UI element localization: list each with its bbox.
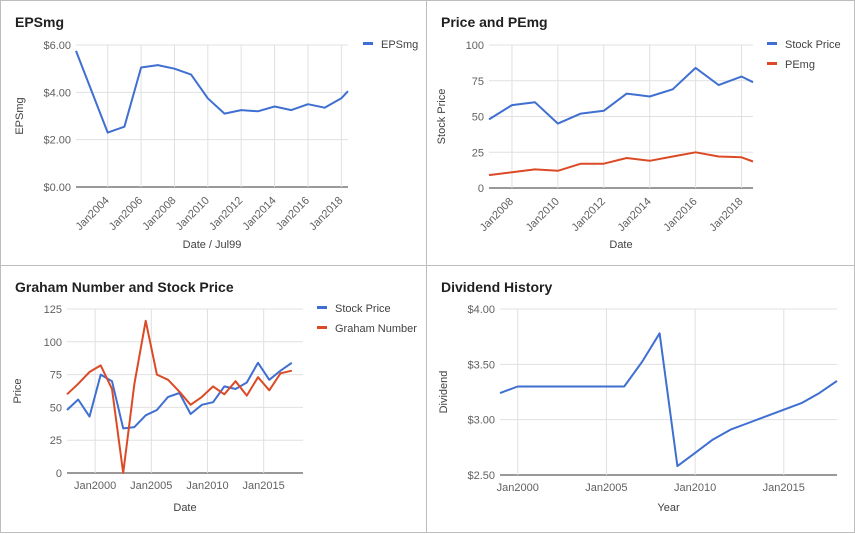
y-axis-title: Price [12, 378, 24, 403]
legend-swatch [317, 326, 327, 329]
x-tick-label: Jan2016 [661, 196, 699, 234]
x-tick-label: Jan2005 [130, 480, 172, 492]
x-axis-title: Date / Jul99 [183, 239, 242, 251]
series-line-1 [66, 319, 293, 474]
y-tick-label: $6.00 [43, 40, 71, 52]
series-line-0 [75, 50, 349, 134]
panel-price-pemg: Price and PEmg 0 25 50 75 100 Jan2008 Jan2010 J… [426, 0, 855, 266]
x-tick-label: Jan2000 [74, 480, 116, 492]
panel-epsmg: EPSmg $0.00 $2.00 $4.00 $6.00 Jan2004 Jan2006… [0, 0, 427, 266]
y-tick-label: 0 [478, 183, 484, 195]
chart-title-graham: Graham Number and Stock Price [15, 279, 234, 295]
x-tick-label: Jan2004 [73, 195, 111, 233]
legend-label: Stock Price [335, 303, 391, 315]
x-tick-label: Jan2000 [497, 482, 539, 494]
legend-swatch [767, 42, 777, 45]
x-tick-label: Jan2010 [524, 196, 562, 234]
x-tick-label: Jan2010 [174, 195, 212, 233]
y-tick-label: $3.50 [467, 359, 495, 371]
x-tick-label: Jan2010 [186, 480, 228, 492]
x-tick-label: Jan2008 [478, 196, 516, 234]
legend-label: Stock Price [785, 39, 841, 51]
y-tick-label: 50 [50, 402, 62, 414]
x-tick-label: Jan2005 [585, 482, 627, 494]
legend-label: EPSmg [381, 39, 418, 51]
x-tick-label: Jan2006 [107, 195, 145, 233]
legend-label: Graham Number [335, 323, 417, 335]
x-tick-label: Jan2014 [615, 196, 653, 234]
chart-dividend: $2.50 $3.00 $3.50 $4.00 Jan2000 Jan2005 Jan201… [438, 304, 838, 514]
series-line-1 [488, 151, 754, 177]
y-tick-label: $0.00 [43, 182, 71, 194]
chart-title-price-pemg: Price and PEmg [441, 14, 548, 30]
x-axis-title: Date [609, 239, 632, 251]
y-tick-label: $2.00 [43, 135, 71, 147]
panel-graham: Graham Number and Stock Price 0 25 50 75 100… [0, 265, 427, 533]
y-tick-label: 75 [472, 76, 484, 88]
legend-swatch [317, 306, 327, 309]
y-tick-label: 75 [50, 370, 62, 382]
y-tick-label: 100 [44, 337, 62, 349]
y-tick-label: $3.00 [467, 415, 495, 427]
y-tick-label: 100 [466, 40, 484, 52]
y-tick-label: $4.00 [467, 304, 495, 316]
y-tick-label: $4.00 [43, 87, 71, 99]
x-axis-title: Year [657, 502, 680, 514]
chart-epsmg: $0.00 $2.00 $4.00 $6.00 Jan2004Jan2006Jan200… [14, 39, 418, 251]
x-tick-label: Jan2015 [763, 482, 805, 494]
legend-label: PEmg [785, 59, 815, 71]
chart-title-epsmg: EPSmg [15, 14, 65, 30]
chart-graham: 0 25 50 75 100 125 Jan2000 Jan2005 Jan2010 Jan201… [12, 303, 417, 514]
legend-swatch [767, 62, 777, 65]
y-axis-title: Stock Price [436, 89, 448, 145]
y-tick-label: 0 [56, 468, 62, 480]
panel-dividend: Dividend History $2.50 $3.00 $3.50 $4.00 Jan… [426, 265, 855, 533]
y-axis-title: EPSmg [14, 97, 26, 134]
x-tick-label: Jan2018 [307, 195, 345, 233]
y-tick-label: 50 [472, 112, 484, 124]
legend-swatch [363, 42, 373, 45]
x-tick-label: Jan2014 [240, 195, 278, 233]
y-tick-label: $2.50 [467, 470, 495, 482]
x-axis-title: Date [173, 502, 196, 514]
x-tick-label: Jan2012 [570, 196, 608, 234]
x-tick-label: Jan2015 [243, 480, 285, 492]
series-line-0 [66, 361, 293, 430]
y-axis-title: Dividend [438, 371, 450, 414]
y-tick-label: 125 [44, 304, 62, 316]
series-line-0 [488, 66, 754, 125]
x-tick-label: Jan2012 [207, 195, 245, 233]
y-tick-label: 25 [50, 435, 62, 447]
series-line-0 [499, 332, 838, 468]
chart-title-dividend: Dividend History [441, 279, 553, 295]
x-tick-label: Jan2018 [707, 196, 745, 234]
x-tick-label: Jan2010 [674, 482, 716, 494]
y-tick-label: 25 [472, 147, 484, 159]
x-tick-label: Jan2016 [274, 195, 312, 233]
x-tick-label: Jan2008 [140, 195, 178, 233]
